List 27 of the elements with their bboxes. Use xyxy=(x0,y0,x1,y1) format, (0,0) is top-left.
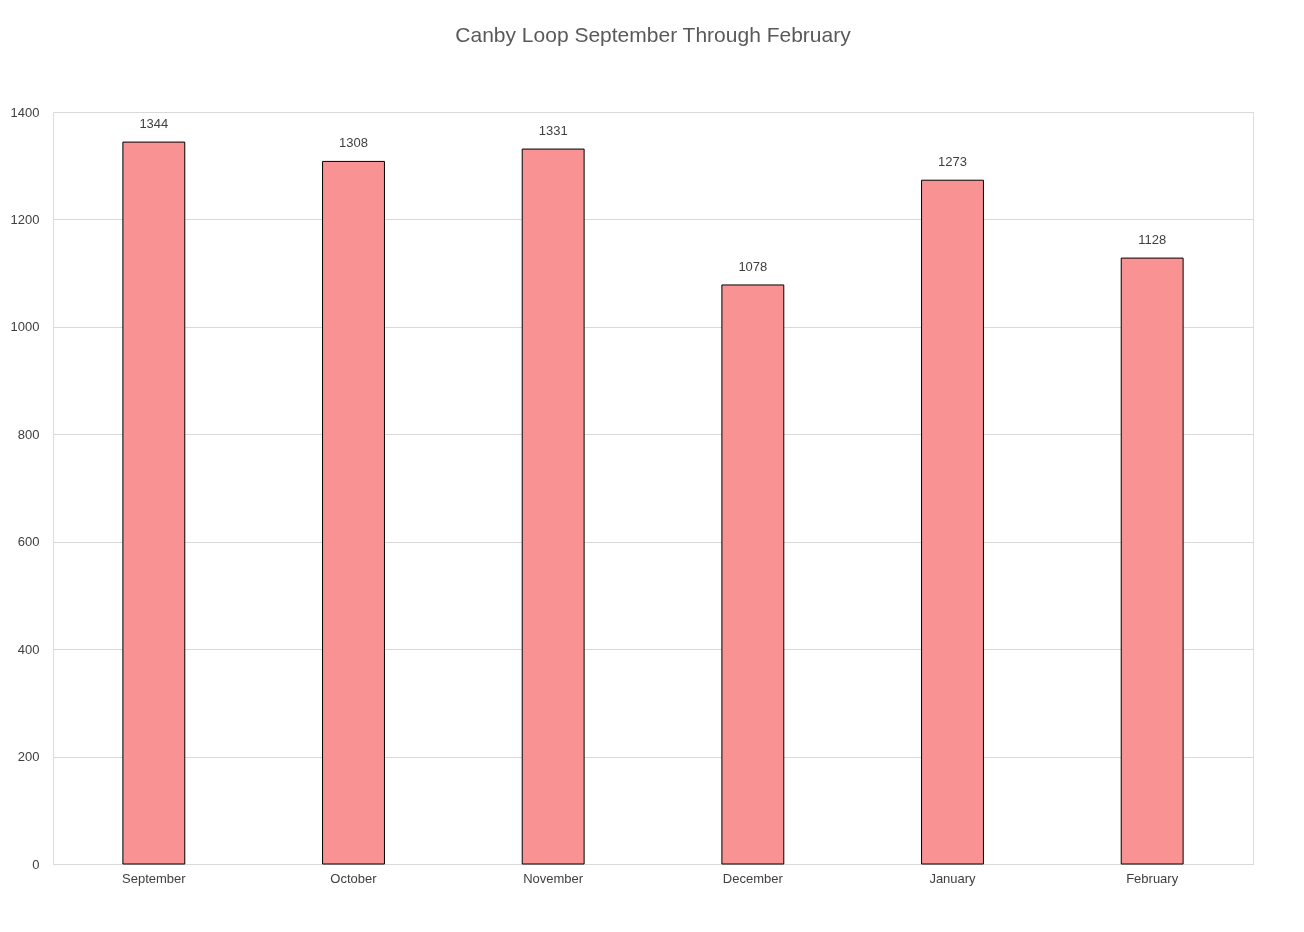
chart-title: Canby Loop September Through February xyxy=(455,23,852,46)
x-tick-label: September xyxy=(122,870,187,886)
data-label: 1128 xyxy=(1138,232,1167,248)
x-tick-label: November xyxy=(523,870,584,886)
y-tick-label: 1000 xyxy=(10,319,40,335)
x-tick-label: February xyxy=(1126,870,1179,886)
y-tick-label: 400 xyxy=(17,641,40,657)
bar xyxy=(122,141,186,865)
bar xyxy=(322,160,385,865)
bar xyxy=(1120,257,1184,865)
bar xyxy=(921,179,984,865)
data-label: 1308 xyxy=(339,135,368,151)
y-tick-label: 200 xyxy=(17,749,40,765)
x-tick-label: December xyxy=(722,870,784,886)
data-label: 1273 xyxy=(938,154,967,170)
bar xyxy=(521,148,585,865)
y-tick-label: 1200 xyxy=(10,211,40,227)
data-label: 1078 xyxy=(738,258,768,274)
y-tick-label: 600 xyxy=(17,534,40,550)
bar xyxy=(721,284,785,865)
y-tick-label: 800 xyxy=(17,426,40,442)
x-tick-label: October xyxy=(330,870,378,886)
y-tick-label: 0 xyxy=(32,856,40,872)
x-tick-label: January xyxy=(929,870,977,886)
data-label: 1344 xyxy=(139,116,169,132)
y-tick-label: 1400 xyxy=(10,104,40,120)
data-label: 1331 xyxy=(538,123,568,139)
